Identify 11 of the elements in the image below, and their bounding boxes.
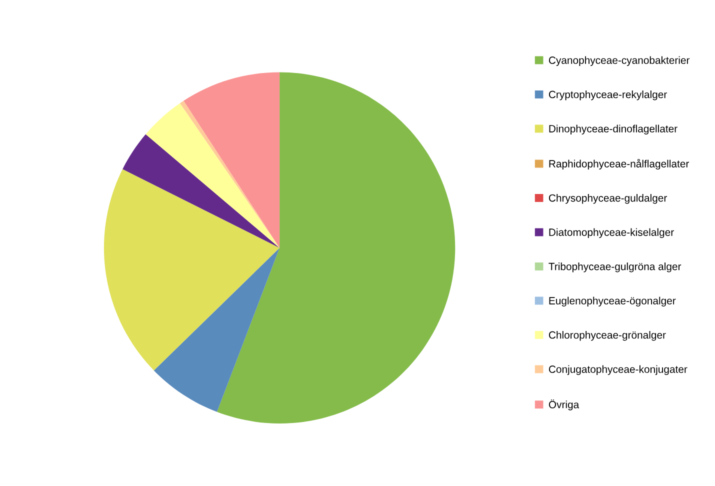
legend-label: Tribophyceae-gulgröna alger — [548, 262, 682, 272]
legend-label: Dinophyceae-dinoflagellater — [549, 124, 678, 134]
legend-label: Conjugatophyceae-konjugater — [548, 365, 688, 375]
legend-label: Raphidophyceae-nålflagellater — [549, 158, 689, 170]
legend-label: Cryptophyceae-rekylalger — [548, 90, 667, 100]
legend-label: Euglenophyceae-ögonalger — [549, 296, 676, 306]
legend-label: Cyanophyceae-cyanobakterier — [548, 56, 690, 66]
legend-label: Övriga — [548, 399, 580, 410]
legend-label: Chrysophyceae-guldalger — [548, 194, 667, 204]
legend-label: Chlorophyceae-grönalger — [548, 331, 666, 341]
legend-label: Diatomophyceae-kiselalger — [549, 228, 674, 238]
